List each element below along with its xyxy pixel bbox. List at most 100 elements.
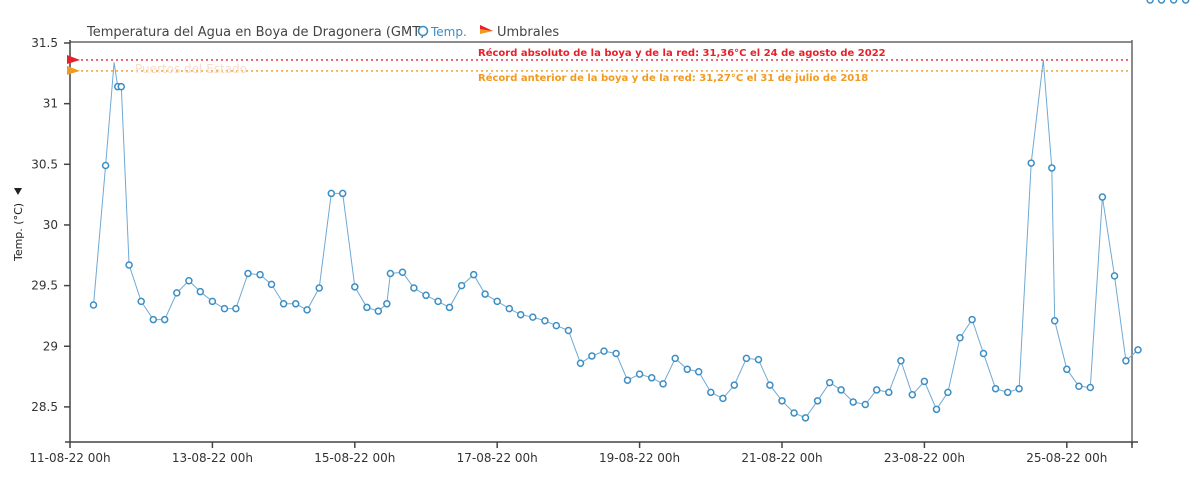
y-axis-label[interactable]: Temp. (°C) [12, 188, 25, 262]
data-point[interactable] [303, 306, 311, 314]
data-point[interactable] [1048, 164, 1056, 172]
data-point[interactable] [754, 355, 763, 364]
data-point[interactable] [89, 301, 98, 309]
data-point[interactable] [493, 297, 501, 306]
data-point[interactable] [1146, 0, 1154, 4]
data-point[interactable] [383, 300, 391, 308]
data-point[interactable] [220, 304, 229, 313]
legend-umbrales[interactable]: Umbrales [480, 25, 559, 40]
data-point[interactable] [683, 365, 692, 374]
data-point[interactable] [897, 357, 905, 365]
data-point[interactable] [338, 189, 347, 198]
data-point[interactable] [208, 297, 217, 306]
data-point[interactable] [920, 377, 929, 386]
data-point[interactable] [386, 269, 395, 278]
data-point[interactable] [790, 409, 798, 417]
data-point[interactable] [588, 352, 596, 360]
data-point[interactable] [267, 280, 276, 289]
data-point[interactable] [481, 290, 489, 298]
data-point[interactable] [932, 405, 941, 414]
temp-markers [89, 0, 1190, 422]
data-point[interactable] [101, 161, 110, 170]
data-point[interactable] [315, 284, 323, 292]
data-point[interactable] [185, 276, 193, 285]
data-point[interactable] [445, 303, 454, 312]
data-point[interactable] [730, 381, 739, 389]
data-point[interactable] [1181, 0, 1190, 4]
data-point[interactable] [635, 370, 644, 378]
data-point[interactable] [908, 391, 917, 399]
data-point[interactable] [125, 261, 133, 269]
data-point[interactable] [849, 398, 857, 406]
data-point[interactable] [956, 334, 964, 342]
data-point[interactable] [801, 414, 810, 422]
data-point[interactable] [422, 291, 430, 300]
data-point[interactable] [861, 400, 870, 409]
data-point[interactable] [398, 268, 407, 277]
data-point[interactable] [707, 388, 715, 397]
data-point[interactable] [244, 269, 252, 278]
data-point[interactable] [552, 321, 561, 330]
data-point[interactable] [612, 349, 620, 358]
data-point[interactable] [137, 297, 145, 306]
data-point[interactable] [516, 310, 525, 319]
data-point[interactable] [149, 315, 158, 324]
data-point[interactable] [600, 347, 608, 355]
data-point[interactable] [671, 354, 679, 363]
data-point[interactable] [232, 304, 240, 313]
data-point[interactable] [979, 349, 988, 358]
data-point[interactable] [564, 326, 573, 335]
data-point[interactable] [196, 287, 205, 296]
data-point[interactable] [327, 189, 336, 198]
data-point[interactable] [256, 270, 264, 279]
data-point[interactable] [457, 281, 466, 290]
data-point[interactable] [505, 304, 514, 313]
data-point[interactable] [778, 397, 786, 405]
data-point[interactable] [1075, 382, 1083, 391]
data-point[interactable] [576, 359, 585, 367]
data-point[interactable] [434, 297, 442, 306]
data-point[interactable] [1050, 317, 1059, 325]
data-point[interactable] [160, 315, 169, 324]
data-point[interactable] [659, 380, 667, 388]
data-point[interactable] [1027, 159, 1035, 167]
data-point[interactable] [1134, 346, 1142, 354]
data-point[interactable] [719, 394, 727, 403]
data-point[interactable] [1015, 384, 1023, 393]
record-absolute-label: Récord absoluto de la boya y de la red: … [478, 47, 886, 59]
data-point[interactable] [469, 270, 478, 279]
data-point[interactable] [623, 376, 632, 384]
data-point[interactable] [742, 354, 751, 363]
data-point[interactable] [541, 317, 549, 325]
x-axis-ticks: 11-08-22 00h 13-08-22 00h 15-08-22 00h 17-0… [29, 442, 1133, 465]
data-point[interactable] [1003, 388, 1012, 397]
data-point[interactable] [1157, 0, 1166, 4]
data-point[interactable] [944, 388, 952, 397]
data-point[interactable] [1098, 193, 1107, 201]
data-point[interactable] [968, 315, 976, 324]
data-point[interactable] [374, 307, 383, 315]
data-point[interactable] [885, 388, 893, 397]
data-point[interactable] [1122, 357, 1130, 365]
data-point[interactable] [1086, 383, 1095, 392]
data-point[interactable] [1063, 365, 1071, 374]
data-point[interactable] [825, 378, 834, 387]
data-point[interactable] [694, 367, 703, 376]
data-point[interactable] [766, 381, 774, 389]
data-point[interactable] [351, 283, 359, 291]
data-point[interactable] [279, 300, 288, 308]
data-point[interactable] [173, 289, 181, 297]
data-point[interactable] [529, 313, 537, 321]
data-point[interactable] [837, 386, 845, 394]
data-point[interactable] [813, 397, 822, 405]
data-point[interactable] [647, 374, 656, 382]
data-point[interactable] [410, 284, 418, 292]
legend-temp[interactable]: Temp. [417, 25, 467, 39]
data-point[interactable] [291, 300, 300, 308]
data-point[interactable] [1110, 272, 1119, 280]
data-point[interactable] [363, 303, 371, 312]
data-point[interactable] [872, 386, 881, 394]
data-point[interactable] [1169, 0, 1178, 4]
data-point[interactable] [117, 82, 126, 91]
data-point[interactable] [991, 384, 1000, 393]
